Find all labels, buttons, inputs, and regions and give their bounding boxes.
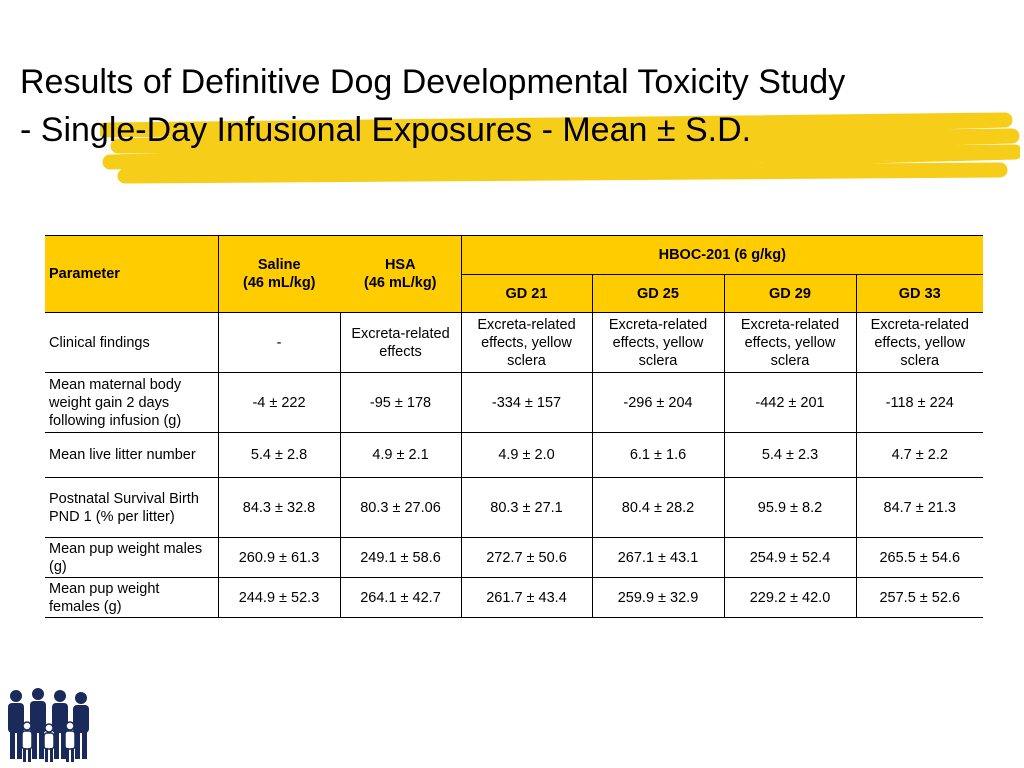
cell-saline: 5.4 ± 2.8 bbox=[218, 432, 340, 478]
header-gd29: GD 29 bbox=[723, 274, 856, 313]
cell-hsa: 264.1 ± 42.7 bbox=[339, 577, 461, 618]
cell-hsa: 249.1 ± 58.6 bbox=[339, 537, 461, 578]
cell-gd29: 5.4 ± 2.3 bbox=[723, 432, 856, 478]
header-saline-dose: (46 mL/kg) bbox=[242, 275, 316, 291]
table-row: Mean live litter number 5.4 ± 2.8 4.9 ± … bbox=[45, 432, 983, 478]
cell-gd25: 80.4 ± 28.2 bbox=[591, 477, 724, 538]
cell-hsa: -95 ± 178 bbox=[339, 372, 461, 433]
cell-gd21: Excreta-related effects, yellow sclera bbox=[460, 312, 592, 373]
cell-gd21: 272.7 ± 50.6 bbox=[460, 537, 592, 578]
cell-gd25: 6.1 ± 1.6 bbox=[591, 432, 724, 478]
cell-gd33: Excreta-related effects, yellow sclera bbox=[855, 312, 983, 373]
header-gd33: GD 33 bbox=[855, 274, 983, 313]
cell-saline: - bbox=[218, 312, 340, 373]
table-row: Mean pup weight females (g) 244.9 ± 52.3… bbox=[45, 577, 983, 618]
cell-hsa: 80.3 ± 27.06 bbox=[339, 477, 461, 538]
cell-saline: 244.9 ± 52.3 bbox=[218, 577, 340, 618]
slide-title-line-1: Results of Definitive Dog Developmental … bbox=[20, 63, 846, 101]
results-table: Parameter Saline (46 mL/kg) HSA (46 mL/k… bbox=[45, 235, 983, 618]
cell-gd29: 95.9 ± 8.2 bbox=[723, 477, 856, 538]
cell-gd25: 259.9 ± 32.9 bbox=[591, 577, 724, 618]
table-row: Clinical findings - Excreta-related effe… bbox=[45, 312, 983, 373]
cell-hsa: Excreta-related effects bbox=[339, 312, 461, 373]
cell-hsa: 4.9 ± 2.1 bbox=[339, 432, 461, 478]
cell-gd33: -118 ± 224 bbox=[855, 372, 983, 433]
row-parameter: Clinical findings bbox=[45, 312, 219, 373]
cell-gd25: -296 ± 204 bbox=[591, 372, 724, 433]
cell-saline: 84.3 ± 32.8 bbox=[218, 477, 340, 538]
row-parameter: Mean pup weight males (g) bbox=[45, 537, 219, 578]
cell-gd25: Excreta-related effects, yellow sclera bbox=[591, 312, 724, 373]
cell-gd29: 254.9 ± 52.4 bbox=[723, 537, 856, 578]
cell-gd21: 80.3 ± 27.1 bbox=[460, 477, 592, 538]
header-hboc-group: HBOC-201 (6 g/kg) bbox=[460, 235, 983, 275]
header-gd25: GD 25 bbox=[591, 274, 724, 313]
header-saline-name: Saline bbox=[257, 257, 301, 273]
cell-gd29: Excreta-related effects, yellow sclera bbox=[723, 312, 856, 373]
header-saline: Saline (46 mL/kg) bbox=[217, 235, 340, 313]
header-hsa: HSA (46 mL/kg) bbox=[340, 235, 461, 313]
slide-title-line-2: - Single-Day Infusional Exposures - Mean… bbox=[20, 111, 752, 149]
cell-gd21: 261.7 ± 43.4 bbox=[460, 577, 592, 618]
header-hsa-name: HSA bbox=[384, 257, 416, 273]
cell-gd29: 229.2 ± 42.0 bbox=[723, 577, 856, 618]
row-parameter: Mean maternal body weight gain 2 days fo… bbox=[45, 372, 219, 433]
cell-gd33: 257.5 ± 52.6 bbox=[855, 577, 983, 618]
cell-gd29: -442 ± 201 bbox=[723, 372, 856, 433]
cell-gd21: 4.9 ± 2.0 bbox=[460, 432, 592, 478]
cell-saline: 260.9 ± 61.3 bbox=[218, 537, 340, 578]
family-figures-icon bbox=[8, 688, 89, 762]
row-parameter: Mean pup weight females (g) bbox=[45, 577, 219, 618]
row-parameter: Postnatal Survival Birth PND 1 (% per li… bbox=[45, 477, 219, 538]
table-row: Mean pup weight males (g) 260.9 ± 61.3 2… bbox=[45, 537, 983, 578]
header-gd21: GD 21 bbox=[460, 274, 592, 313]
slide-title: Results of Definitive Dog Developmental … bbox=[20, 58, 1010, 154]
cell-gd33: 4.7 ± 2.2 bbox=[855, 432, 983, 478]
title-highlight-stroke bbox=[100, 112, 1020, 184]
header-hsa-dose: (46 mL/kg) bbox=[363, 275, 437, 291]
table-row: Postnatal Survival Birth PND 1 (% per li… bbox=[45, 477, 983, 538]
cell-gd33: 84.7 ± 21.3 bbox=[855, 477, 983, 538]
cell-gd25: 267.1 ± 43.1 bbox=[591, 537, 724, 578]
table-row: Mean maternal body weight gain 2 days fo… bbox=[45, 372, 983, 433]
cell-saline: -4 ± 222 bbox=[218, 372, 340, 433]
header-parameter: Parameter bbox=[45, 235, 218, 313]
row-parameter: Mean live litter number bbox=[45, 432, 219, 478]
cell-gd33: 265.5 ± 54.6 bbox=[855, 537, 983, 578]
cell-gd21: -334 ± 157 bbox=[460, 372, 592, 433]
